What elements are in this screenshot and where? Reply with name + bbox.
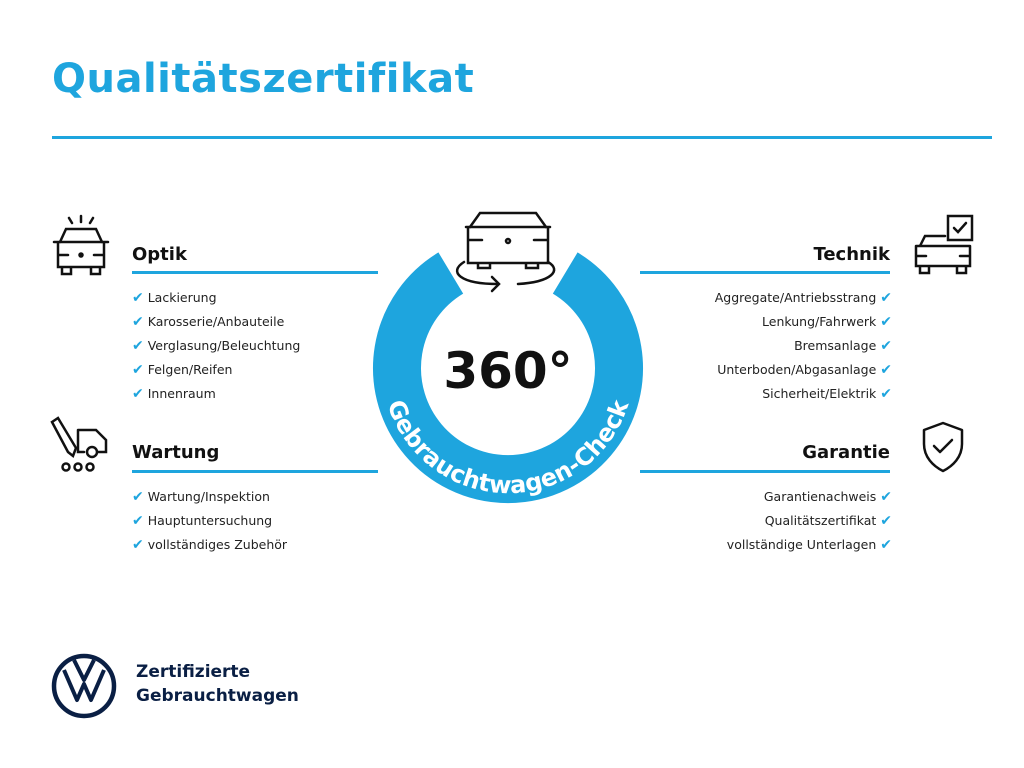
list-item: ✔ Felgen/Reifen <box>132 362 233 378</box>
degree-value: 360° <box>443 342 572 400</box>
technik-heading: Technik <box>813 244 890 265</box>
list-item: ✔ Verglasung/Beleuchtung <box>132 338 301 354</box>
check-icon: ✔ <box>880 537 892 553</box>
check-icon: ✔ <box>880 290 892 306</box>
car-rotate-icon <box>456 211 556 293</box>
list-item: Lenkung/Fahrwerk ✔ <box>762 314 892 330</box>
optik-heading: Optik <box>132 244 187 265</box>
car-lights-icon <box>52 214 110 276</box>
service-tools-icon <box>50 416 108 472</box>
wartung-heading: Wartung <box>132 442 220 463</box>
optik-underline <box>132 271 378 274</box>
check-icon: ✔ <box>132 513 144 529</box>
list-item: ✔ Innenraum <box>132 386 216 402</box>
check-icon: ✔ <box>132 338 144 354</box>
list-item: Aggregate/Antriebsstrang ✔ <box>714 290 892 306</box>
shield-check-icon <box>922 421 964 473</box>
technik-underline <box>640 271 890 274</box>
technik-list: Aggregate/Antriebsstrang ✔ Lenkung/Fahrw… <box>715 286 892 406</box>
check-icon: ✔ <box>880 338 892 354</box>
list-item: vollständige Unterlagen ✔ <box>726 537 892 553</box>
check-icon: ✔ <box>132 537 144 553</box>
optik-list: ✔ Lackierung ✔ Karosserie/Anbauteile ✔ V… <box>132 286 300 406</box>
wartung-underline <box>132 470 378 473</box>
check-icon: ✔ <box>880 386 892 402</box>
wartung-list: ✔ Wartung/Inspektion ✔ Hauptuntersuchung… <box>132 485 287 557</box>
car-checklist-icon <box>914 214 974 275</box>
check-icon: ✔ <box>880 314 892 330</box>
check-icon: ✔ <box>132 362 144 378</box>
list-item: ✔ Wartung/Inspektion <box>132 489 270 505</box>
title-divider <box>52 136 992 139</box>
ring-arc <box>373 252 643 504</box>
list-item: ✔ Lackierung <box>132 290 217 306</box>
brand-text: Zertifizierte Gebrauchtwagen <box>136 662 299 706</box>
check-icon: ✔ <box>132 489 144 505</box>
page-title: Qualitätszertifikat <box>52 56 475 102</box>
list-item: Sicherheit/Elektrik ✔ <box>762 386 892 402</box>
check-icon: ✔ <box>132 290 144 306</box>
list-item: Bremsanlage ✔ <box>794 338 892 354</box>
list-item: Unterboden/Abgasanlage ✔ <box>717 362 892 378</box>
garantie-heading: Garantie <box>802 442 890 463</box>
garantie-underline <box>640 470 890 473</box>
list-item: ✔ Hauptuntersuchung <box>132 513 273 529</box>
garantie-list: Garantienachweis ✔ Qualitätszertifikat ✔… <box>727 485 892 557</box>
check-icon: ✔ <box>132 314 144 330</box>
list-item: ✔ vollständiges Zubehör <box>132 537 288 553</box>
check-icon: ✔ <box>880 489 892 505</box>
check-icon: ✔ <box>880 362 892 378</box>
list-item: Garantienachweis ✔ <box>763 489 892 505</box>
list-item: Qualitätszertifikat ✔ <box>764 513 892 529</box>
check-icon: ✔ <box>132 386 144 402</box>
check-icon: ✔ <box>880 513 892 529</box>
list-item: ✔ Karosserie/Anbauteile <box>132 314 285 330</box>
vw-logo <box>51 653 117 719</box>
